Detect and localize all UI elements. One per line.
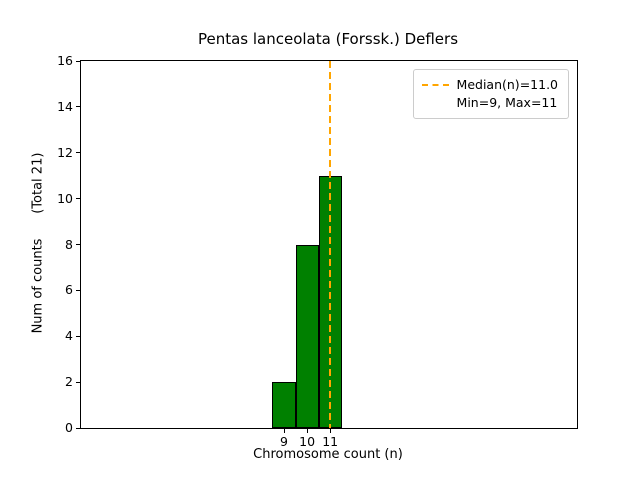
legend-label-minmax: Min=9, Max=11 [456, 95, 558, 110]
legend-label-median: Median(n)=11.0 [456, 77, 558, 92]
legend: Median(n)=11.0 Min=9, Max=11 [412, 69, 569, 119]
x-tick-mark [283, 429, 285, 433]
y-tick-label: 2 [65, 374, 73, 390]
histogram-bar-9 [272, 382, 296, 428]
y-tick-mark [76, 427, 80, 429]
y-tick-mark [76, 152, 80, 154]
legend-entry-minmax: Min=9, Max=11 [422, 94, 558, 112]
x-tick-label: 9 [280, 434, 288, 449]
y-axis-label: Num of counts (Total 21) [30, 152, 46, 334]
median-line [329, 61, 332, 428]
y-tick-label: 16 [57, 53, 73, 68]
chart-title: Pentas lanceolata (Forssk.) Deflers [197, 30, 459, 48]
x-tick-mark [329, 429, 331, 433]
dashed-median-line-icon [421, 84, 449, 86]
y-tick-label: 4 [65, 328, 73, 344]
y-tick-label: 12 [57, 144, 73, 160]
y-tick-label: 0 [65, 420, 73, 435]
y-tick-mark [76, 106, 80, 108]
y-tick-label: 14 [57, 98, 73, 114]
y-tick-mark [76, 60, 80, 62]
y-tick-label: 10 [57, 190, 73, 206]
y-tick-mark [76, 381, 80, 383]
y-tick-mark [76, 335, 80, 337]
y-tick-mark [76, 198, 80, 200]
x-tick-label: 10 [299, 434, 316, 449]
x-tick-label: 11 [322, 434, 339, 449]
x-tick-mark [306, 429, 308, 433]
y-tick-mark [76, 244, 80, 245]
x-axis-label: Chromosome count (n) [253, 447, 403, 462]
y-tick-label: 6 [65, 282, 73, 298]
y-tick-mark [76, 289, 80, 291]
legend-entry-median: Median(n)=11.0 [421, 76, 558, 94]
histogram-bar-10 [295, 244, 319, 428]
y-tick-label: 8 [65, 236, 73, 252]
plot-area: 0 2 4 6 8 10 12 14 16 9 10 11 Median(n)=11.0 Min=9,… [57, 53, 578, 449]
